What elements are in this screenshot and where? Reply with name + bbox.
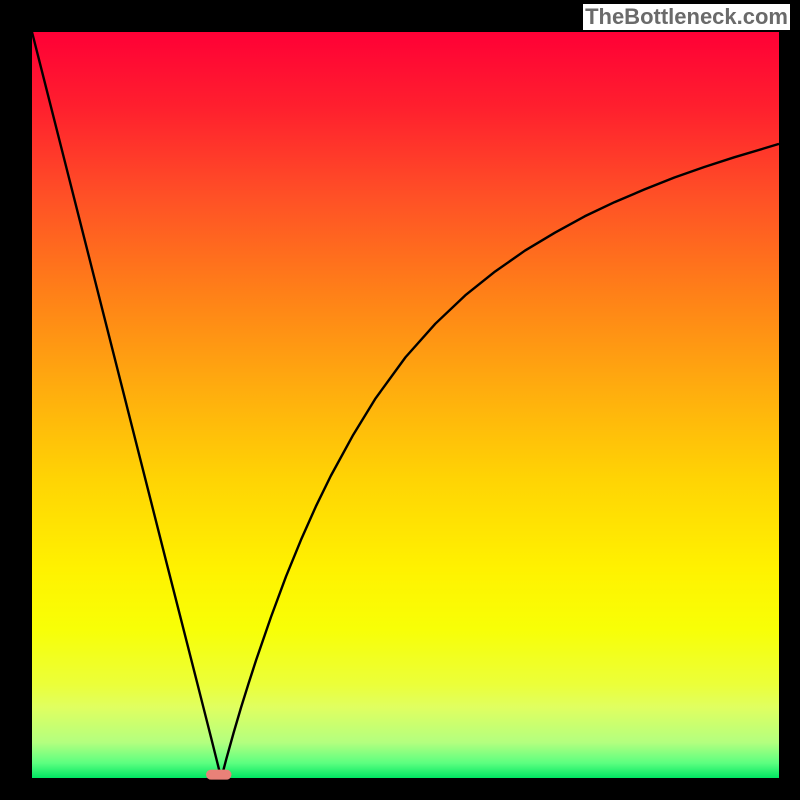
watermark-label: TheBottleneck.com	[583, 4, 790, 30]
chart-stage: TheBottleneck.com	[0, 0, 800, 800]
chart-plot-background	[32, 32, 779, 778]
chart-svg	[0, 0, 800, 800]
optimal-marker	[206, 770, 231, 780]
